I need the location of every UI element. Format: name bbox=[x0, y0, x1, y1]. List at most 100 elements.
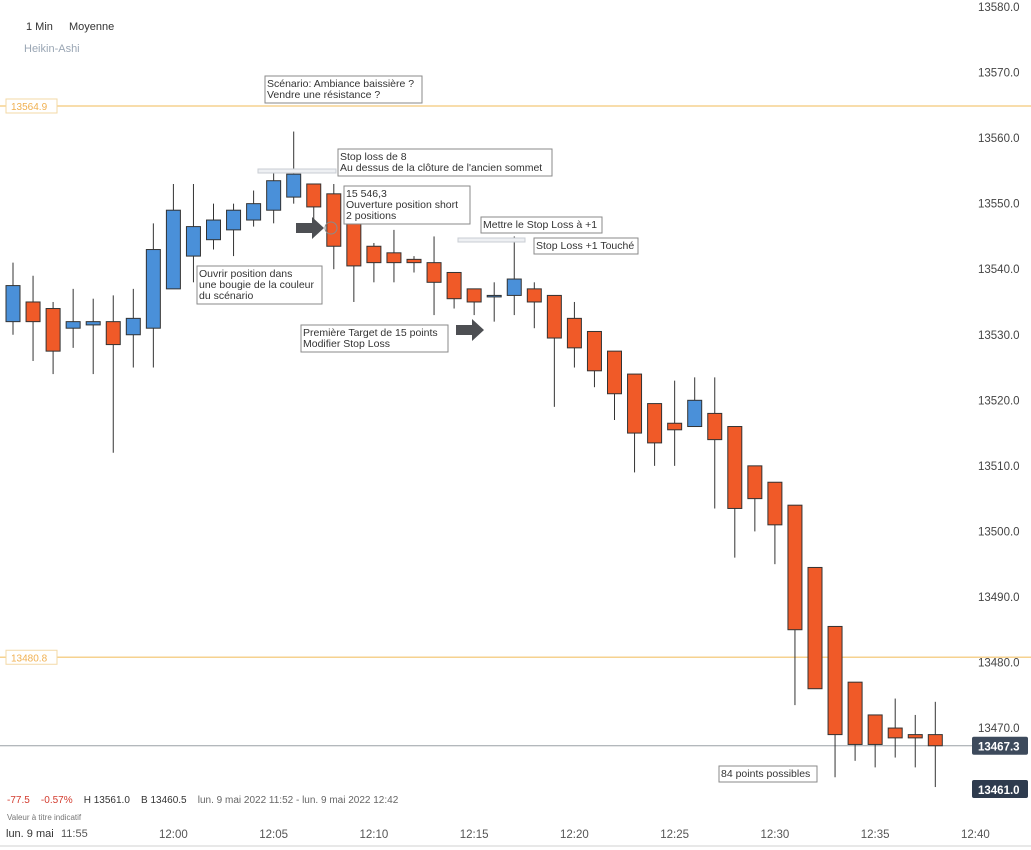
candle-body[interactable] bbox=[526, 288, 542, 303]
scenario-note-text: Scénario: Ambiance baissière ? bbox=[267, 78, 414, 90]
status-bar: -77.5 -0.57% H 13561.0 B 13460.5 lun. 9 … bbox=[7, 795, 398, 806]
candle-body[interactable] bbox=[486, 294, 502, 298]
price-tick-label: 13580.0 bbox=[978, 2, 1020, 14]
candle-body[interactable] bbox=[727, 426, 743, 509]
candle-body[interactable] bbox=[546, 294, 562, 339]
move-stop-note-box bbox=[480, 216, 603, 234]
target-note-text: Modifier Stop Loss bbox=[303, 338, 390, 350]
candle-body[interactable] bbox=[426, 262, 442, 283]
candle-body[interactable] bbox=[867, 714, 883, 745]
candle-body[interactable] bbox=[466, 288, 482, 303]
time-tick-label: 12:35 bbox=[861, 829, 890, 841]
candle-body[interactable] bbox=[406, 258, 422, 264]
candle-body[interactable] bbox=[827, 625, 843, 736]
entry-arrow-icon bbox=[296, 217, 324, 239]
stop-level-marker bbox=[257, 168, 337, 174]
candle-body[interactable] bbox=[286, 173, 302, 198]
entry-note-text: 2 positions bbox=[346, 210, 396, 222]
candle-body[interactable] bbox=[226, 209, 242, 231]
target-arrow-icon bbox=[456, 319, 484, 341]
time-tick-label: 12:15 bbox=[460, 829, 489, 841]
candle-body[interactable] bbox=[185, 226, 201, 257]
stoploss-note-box bbox=[337, 148, 553, 177]
target-note-box bbox=[300, 324, 449, 353]
candle-body[interactable] bbox=[45, 308, 61, 352]
high-value: H 13561.0 bbox=[83, 795, 130, 806]
candle-body[interactable] bbox=[306, 183, 322, 208]
candle-body[interactable] bbox=[907, 734, 923, 739]
price-tick-label: 13490.0 bbox=[978, 592, 1020, 604]
candle-body[interactable] bbox=[707, 412, 723, 441]
date-label: lun. 9 mai bbox=[6, 828, 54, 840]
candle-body[interactable] bbox=[767, 481, 783, 526]
time-tick-label: 12:30 bbox=[761, 829, 790, 841]
candle-body[interactable] bbox=[506, 278, 522, 296]
candle-body[interactable] bbox=[586, 330, 602, 372]
candle-body[interactable] bbox=[787, 504, 803, 631]
price-tick-label: 13530.0 bbox=[978, 330, 1020, 342]
candle-body[interactable] bbox=[326, 193, 342, 247]
change-percent: -0.57% bbox=[40, 795, 73, 806]
price-tick-label: 13550.0 bbox=[978, 199, 1020, 211]
candle-body[interactable] bbox=[446, 271, 462, 300]
open-position-note-text: du scénario bbox=[199, 290, 253, 302]
candle-body[interactable] bbox=[125, 317, 141, 336]
candle-body[interactable] bbox=[366, 245, 382, 264]
price-tick-label: 13560.0 bbox=[978, 133, 1020, 145]
price-axis: 13580.0 13570.0 13560.0 13550.0 13540.0 13530… bbox=[972, 2, 1028, 798]
time-tick-label: 12:20 bbox=[560, 829, 589, 841]
disclaimer: Valeur à titre indicatif bbox=[7, 813, 82, 822]
target-note-text: Première Target de 15 points bbox=[303, 327, 438, 339]
candle-body[interactable] bbox=[747, 465, 763, 500]
candle-body[interactable] bbox=[807, 566, 823, 690]
candle-body[interactable] bbox=[105, 321, 121, 346]
entry-note-box bbox=[343, 185, 471, 225]
open-position-note-text: une bougie de la couleur bbox=[199, 279, 315, 291]
move-stop-note-text: Mettre le Stop Loss à +1 bbox=[483, 219, 597, 231]
date-range: lun. 9 mai 2022 11:52 - lun. 9 mai 2022 … bbox=[197, 795, 399, 806]
candle-body[interactable] bbox=[687, 399, 703, 428]
possible-note-box bbox=[718, 765, 818, 783]
time-tick-label: 12:40 bbox=[961, 829, 990, 841]
candle-body[interactable] bbox=[246, 203, 262, 221]
candle-body[interactable] bbox=[65, 321, 81, 329]
level-label: 13480.8 bbox=[11, 653, 48, 664]
average-label[interactable]: Moyenne bbox=[69, 21, 115, 33]
low-price-text: 13461.0 bbox=[978, 785, 1020, 797]
change-value: -77.5 bbox=[7, 795, 30, 806]
level-lines: 13564.9 13480.8 bbox=[0, 98, 1031, 665]
price-tick-label: 13480.0 bbox=[978, 658, 1020, 670]
price-tick-label: 13510.0 bbox=[978, 461, 1020, 473]
candle-body[interactable] bbox=[667, 422, 683, 431]
entry-note-text: 15 546,3 bbox=[346, 188, 387, 200]
candle-body[interactable] bbox=[847, 681, 863, 745]
candle-body[interactable] bbox=[145, 249, 161, 329]
candle-body[interactable] bbox=[386, 252, 402, 264]
scenario-note-text: Vendre une résistance ? bbox=[267, 89, 380, 101]
candle-body[interactable] bbox=[266, 180, 282, 211]
time-tick-label: 12:25 bbox=[660, 829, 689, 841]
candle-body[interactable] bbox=[887, 727, 903, 739]
candle-body[interactable] bbox=[346, 219, 362, 267]
candle-body[interactable] bbox=[165, 209, 181, 290]
candle-body[interactable] bbox=[927, 734, 943, 747]
price-tick-label: 13570.0 bbox=[978, 68, 1020, 80]
level-label-box bbox=[5, 98, 58, 114]
candle-body[interactable] bbox=[85, 321, 101, 326]
candles bbox=[5, 131, 943, 788]
candle-body[interactable] bbox=[5, 285, 21, 323]
candle-body[interactable] bbox=[627, 373, 643, 434]
stoploss-note-text: Stop loss de 8 bbox=[340, 151, 407, 163]
price-tick-label: 13500.0 bbox=[978, 526, 1020, 538]
candle-body[interactable] bbox=[647, 403, 663, 444]
interval-label[interactable]: 1 Min bbox=[26, 21, 53, 33]
candle-body[interactable] bbox=[25, 301, 41, 323]
candle-body[interactable] bbox=[566, 317, 582, 349]
stop-move-marker bbox=[457, 237, 526, 243]
candle-body[interactable] bbox=[607, 350, 622, 395]
stoploss-note-text: Au dessus de la clôture de l'ancien somm… bbox=[340, 162, 542, 174]
current-price-text: 13467.3 bbox=[978, 742, 1020, 754]
chart-style-label: Heikin-Ashi bbox=[24, 43, 80, 55]
candle-body[interactable] bbox=[206, 219, 221, 241]
